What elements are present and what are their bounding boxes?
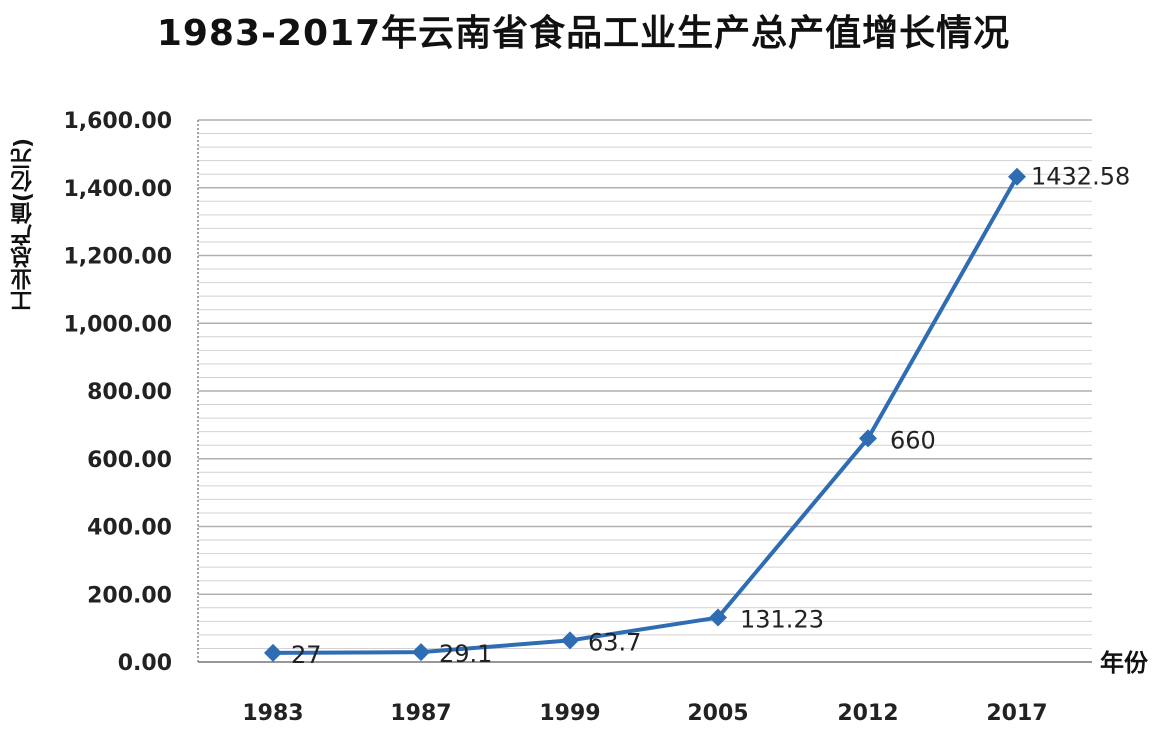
x-tick-label: 2005 xyxy=(687,701,748,726)
x-tick-label: 1987 xyxy=(390,701,451,726)
chart-title: 1983-2017年云南省食品工业生产总产值增长情况 xyxy=(156,13,1011,54)
y-tick-labels: 0.00 200.00 400.00 600.00 800.00 1,000.00 1,20… xyxy=(63,109,172,676)
data-label-group: 27 29.1 63.7 131.23 660 1432.58 xyxy=(291,163,1130,669)
data-label: 27 xyxy=(291,641,322,669)
data-point-marker xyxy=(1008,167,1026,186)
data-label: 1432.58 xyxy=(1031,163,1130,191)
data-label: 660 xyxy=(890,426,936,454)
y-tick-label: 800.00 xyxy=(87,380,172,405)
gridlines xyxy=(198,119,1092,649)
y-tick-label: 1,400.00 xyxy=(63,177,172,202)
x-tick-labels: 1983 1987 1999 2005 2012 2017 xyxy=(242,701,1047,726)
marker-group xyxy=(264,167,1026,662)
y-tick-label: 400.00 xyxy=(87,516,172,541)
y-tick-label: 600.00 xyxy=(87,448,172,473)
x-tick-label: 1983 xyxy=(242,701,303,726)
data-point-marker xyxy=(709,608,727,627)
x-tick-label: 1999 xyxy=(539,701,600,726)
series-line xyxy=(272,175,1019,655)
data-point-marker xyxy=(264,643,282,662)
axes xyxy=(197,120,1092,663)
y-tick-label: 0.00 xyxy=(118,651,172,676)
data-label: 29.1 xyxy=(439,640,492,668)
data-point-marker xyxy=(561,631,579,650)
series-line-group xyxy=(272,175,1019,655)
y-tick-label: 1,600.00 xyxy=(63,109,172,134)
data-point-marker xyxy=(412,643,430,662)
data-label: 131.23 xyxy=(740,606,824,634)
data-point-marker xyxy=(859,429,877,448)
x-tick-label: 2012 xyxy=(837,701,898,726)
x-tick-label: 2017 xyxy=(986,701,1047,726)
y-tick-label: 1,200.00 xyxy=(63,245,172,270)
y-tick-label: 200.00 xyxy=(87,583,172,608)
x-axis-title: 年份 xyxy=(1100,649,1149,677)
data-label: 63.7 xyxy=(588,628,641,656)
y-tick-label: 1,000.00 xyxy=(63,312,172,337)
